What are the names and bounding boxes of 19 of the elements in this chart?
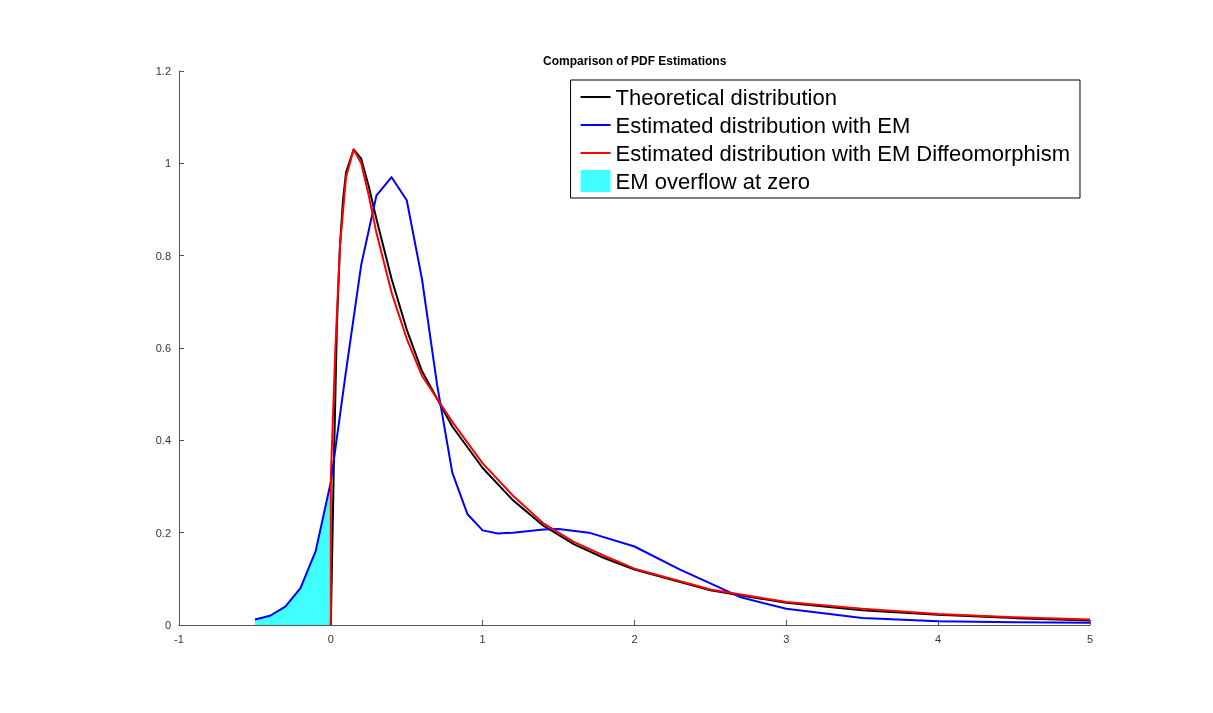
y-tick-label: 0.8 (155, 249, 171, 262)
y-tick-label: 0.4 (155, 434, 171, 447)
y-tick-label: 0.2 (155, 526, 171, 539)
x-tick-label: 2 (631, 632, 638, 645)
legend-label: Theoretical distribution (615, 84, 837, 110)
x-tick-label: 5 (1086, 632, 1094, 645)
y-tick-label: 0 (164, 619, 171, 631)
legend-label: Estimated distribution with EM (615, 112, 911, 138)
legend-label: EM overflow at zero (615, 168, 810, 194)
y-tick-label: 1.2 (155, 65, 171, 77)
x-tick-label: 3 (783, 632, 790, 645)
x-tick-label: 4 (935, 632, 942, 645)
chart-title: Comparison of PDF Estimations (543, 54, 727, 68)
legend-label: Estimated distribution with EM Diffeomorphism (615, 140, 1071, 166)
y-tick-label: 1 (164, 157, 171, 170)
y-tick-label: 0.6 (155, 342, 171, 354)
x-tick-label: -1 (174, 632, 184, 645)
x-tick-label: 1 (479, 632, 486, 645)
x-tick-label: 0 (327, 632, 334, 645)
